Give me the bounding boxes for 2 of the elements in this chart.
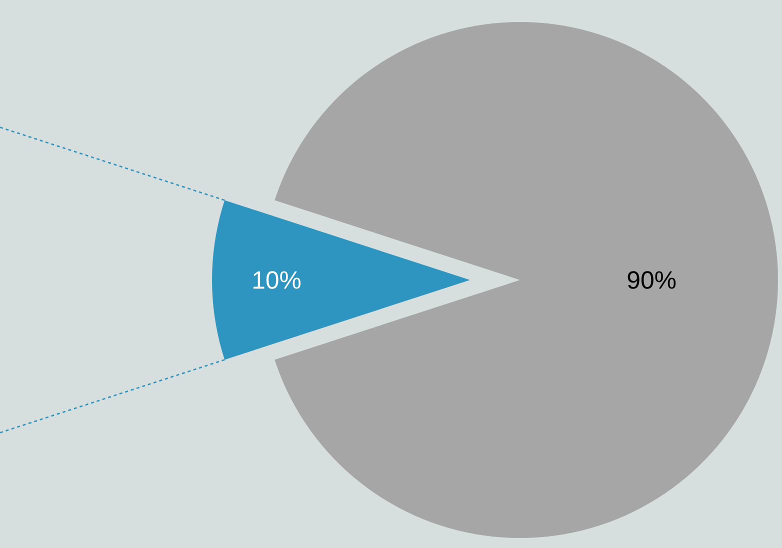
data-label: 10% — [253, 271, 301, 289]
data-label: 90% — [628, 271, 676, 289]
